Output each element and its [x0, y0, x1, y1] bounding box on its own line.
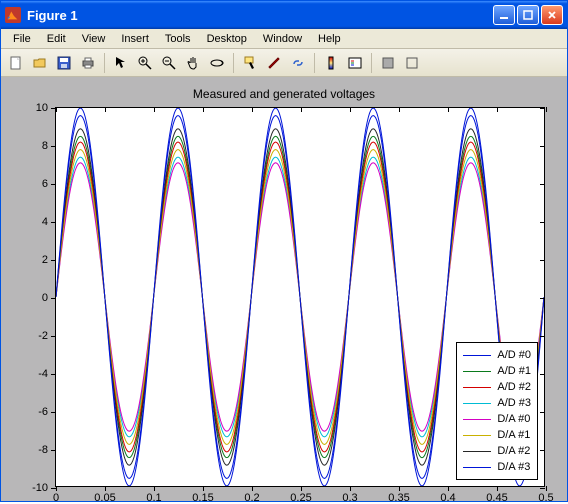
- show-tools-icon[interactable]: [401, 52, 423, 74]
- legend-swatch: [463, 435, 491, 436]
- xtick-label: 0.5: [531, 492, 561, 504]
- menubar: FileEditViewInsertToolsDesktopWindowHelp…: [1, 29, 567, 49]
- titlebar[interactable]: Figure 1: [1, 1, 567, 29]
- xtick-label: 0.45: [482, 492, 512, 504]
- legend-row: A/D #3: [463, 395, 531, 411]
- xtick-label: 0.1: [139, 492, 169, 504]
- legend-label: A/D #0: [497, 349, 531, 361]
- window-buttons: [493, 5, 563, 25]
- figure-window: Figure 1 FileEditViewInsertToolsDesktopW…: [0, 0, 568, 502]
- rotate3d-icon[interactable]: [206, 52, 228, 74]
- colorbar-icon[interactable]: [320, 52, 342, 74]
- legend[interactable]: A/D #0 A/D #1 A/D #2 A/D #3 D/A #0 D/A #1 D/A …: [456, 342, 538, 480]
- zoom-out-icon[interactable]: [158, 52, 180, 74]
- toolbar: [1, 49, 567, 77]
- pan-icon[interactable]: [182, 52, 204, 74]
- legend-row: A/D #2: [463, 379, 531, 395]
- toolbar-separator: [371, 53, 372, 73]
- legend-label: A/D #1: [497, 365, 531, 377]
- legend-swatch: [463, 419, 491, 420]
- menu-window[interactable]: Window: [255, 31, 310, 47]
- xtick-label: 0.3: [335, 492, 365, 504]
- menu-view[interactable]: View: [74, 31, 114, 47]
- maximize-button[interactable]: [517, 5, 539, 25]
- datacursor-icon[interactable]: [239, 52, 261, 74]
- xtick-label: 0.05: [90, 492, 120, 504]
- arrow-icon[interactable]: [110, 52, 132, 74]
- link-icon[interactable]: [287, 52, 309, 74]
- legend-row: D/A #2: [463, 443, 531, 459]
- xtick-label: 0.2: [237, 492, 267, 504]
- ytick-label: -8: [18, 444, 48, 456]
- ytick-label: -4: [18, 368, 48, 380]
- ytick-label: 6: [18, 178, 48, 190]
- legend-label: D/A #0: [497, 413, 530, 425]
- legend-row: A/D #0: [463, 347, 531, 363]
- menubar-right-glyph[interactable]: ‌: [557, 31, 563, 46]
- menu-help[interactable]: Help: [310, 31, 349, 47]
- plot-container: Measured and generated voltages A/D #0A/…: [9, 85, 559, 493]
- xtick-label: 0.35: [384, 492, 414, 504]
- ytick-label: 0: [18, 292, 48, 304]
- print-icon[interactable]: [77, 52, 99, 74]
- legend-row: D/A #3: [463, 459, 531, 475]
- new-icon[interactable]: [5, 52, 27, 74]
- xtick-label: 0.15: [188, 492, 218, 504]
- legend-label: D/A #2: [497, 445, 530, 457]
- xtick-label: 0.4: [433, 492, 463, 504]
- zoom-in-icon[interactable]: [134, 52, 156, 74]
- legend-label: D/A #3: [497, 461, 530, 473]
- legend-row: D/A #1: [463, 427, 531, 443]
- brush-icon[interactable]: [263, 52, 285, 74]
- menu-edit[interactable]: Edit: [39, 31, 74, 47]
- hide-tools-icon[interactable]: [377, 52, 399, 74]
- window-title: Figure 1: [27, 8, 493, 23]
- ytick-label: 2: [18, 254, 48, 266]
- legend-swatch: [463, 467, 491, 468]
- xtick-label: 0: [41, 492, 71, 504]
- menu-file[interactable]: File: [5, 31, 39, 47]
- menu-desktop[interactable]: Desktop: [199, 31, 255, 47]
- legend-swatch: [463, 403, 491, 404]
- matlab-figure-icon: [5, 7, 21, 23]
- legend-label: A/D #2: [497, 381, 531, 393]
- ytick-label: 8: [18, 140, 48, 152]
- ytick-label: -6: [18, 406, 48, 418]
- open-icon[interactable]: [29, 52, 51, 74]
- ytick-label: 4: [18, 216, 48, 228]
- plot-title: Measured and generated voltages: [9, 87, 559, 101]
- legend-swatch: [463, 355, 491, 356]
- legend-swatch: [463, 451, 491, 452]
- menu-insert[interactable]: Insert: [113, 31, 157, 47]
- save-icon[interactable]: [53, 52, 75, 74]
- menu-tools[interactable]: Tools: [157, 31, 199, 47]
- ytick-label: -2: [18, 330, 48, 342]
- legend-label: A/D #3: [497, 397, 531, 409]
- figure-area: Measured and generated voltages A/D #0A/…: [1, 77, 567, 501]
- legend-swatch: [463, 371, 491, 372]
- toolbar-separator: [104, 53, 105, 73]
- legend-row: A/D #1: [463, 363, 531, 379]
- toolbar-separator: [314, 53, 315, 73]
- close-button[interactable]: [541, 5, 563, 25]
- toolbar-separator: [233, 53, 234, 73]
- xtick-label: 0.25: [286, 492, 316, 504]
- minimize-button[interactable]: [493, 5, 515, 25]
- legend-icon[interactable]: [344, 52, 366, 74]
- ytick-label: 10: [18, 102, 48, 114]
- legend-row: D/A #0: [463, 411, 531, 427]
- axes[interactable]: A/D #0 A/D #1 A/D #2 A/D #3 D/A #0 D/A #1 D/A …: [55, 107, 545, 487]
- legend-label: D/A #1: [497, 429, 530, 441]
- legend-swatch: [463, 387, 491, 388]
